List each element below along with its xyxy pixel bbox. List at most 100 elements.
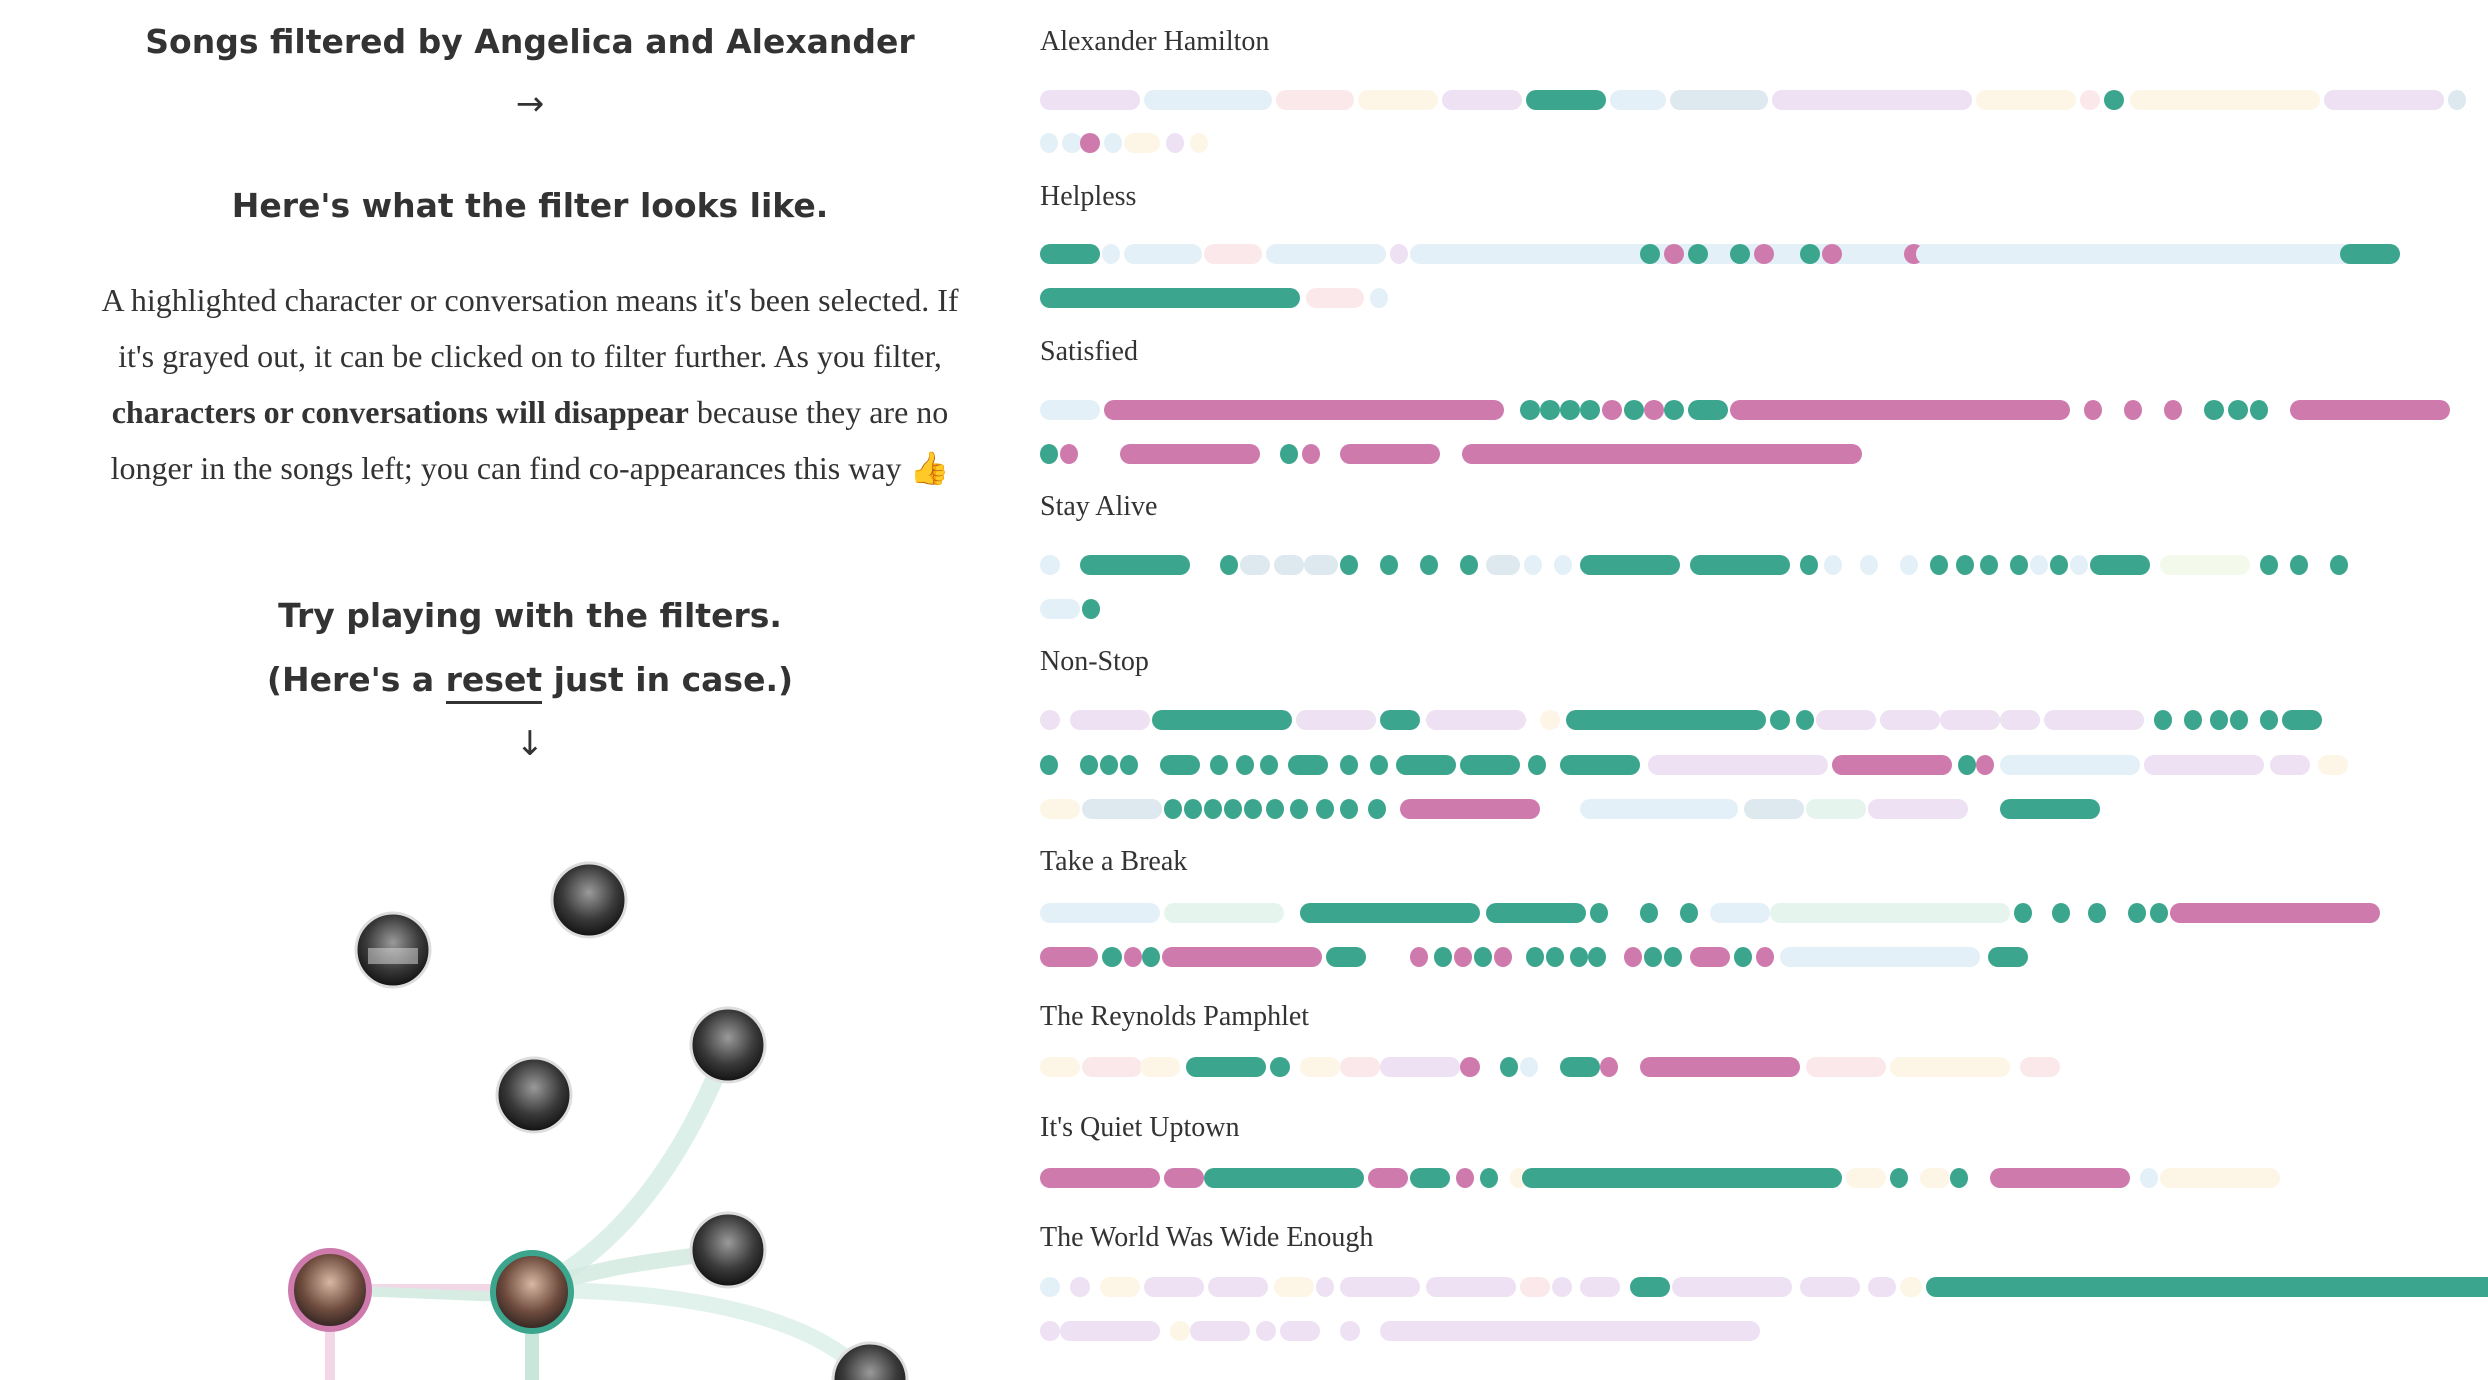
song-line-segment[interactable]	[1588, 947, 1606, 967]
song-line-segment[interactable]	[1290, 799, 1308, 819]
song-line-segment[interactable]	[1950, 1168, 1968, 1188]
song-line-segment[interactable]	[2000, 755, 2140, 775]
song-line-segment[interactable]	[1082, 799, 1162, 819]
song-line-segment[interactable]	[1580, 400, 1600, 420]
song-line-segment[interactable]	[1340, 555, 1358, 575]
song-line-segment[interactable]	[1670, 90, 1768, 110]
song-line-segment[interactable]	[1210, 755, 1228, 775]
song-title-quiet-uptown[interactable]: It's Quiet Uptown	[1040, 1112, 1240, 1143]
song-line-segment[interactable]	[2164, 400, 2182, 420]
song-line-segment[interactable]	[1426, 710, 1526, 730]
song-line-segment[interactable]	[1184, 799, 1202, 819]
song-line-segment[interactable]	[1162, 947, 1322, 967]
song-line-segment[interactable]	[1266, 244, 1386, 264]
song-line-segment[interactable]	[1380, 1057, 1460, 1077]
song-line-segment[interactable]	[1868, 1277, 1896, 1297]
song-line-segment[interactable]	[1380, 1321, 1760, 1341]
song-line-segment[interactable]	[2000, 799, 2100, 819]
song-line-segment[interactable]	[1630, 1277, 1670, 1297]
song-line-segment[interactable]	[1832, 755, 1952, 775]
song-line-segment[interactable]	[2020, 1057, 2060, 1077]
song-line-segment[interactable]	[1688, 400, 1728, 420]
song-line-segment[interactable]	[1796, 710, 1814, 730]
song-line-segment[interactable]	[1186, 1057, 1266, 1077]
song-line-segment[interactable]	[1224, 799, 1242, 819]
song-line-segment[interactable]	[2270, 755, 2310, 775]
song-line-segment[interactable]	[2340, 244, 2400, 264]
song-line-segment[interactable]	[1296, 710, 1376, 730]
song-line-segment[interactable]	[1274, 1277, 1314, 1297]
song-line-segment[interactable]	[1070, 1277, 1090, 1297]
song-line-segment[interactable]	[1220, 555, 1238, 575]
song-line-segment[interactable]	[1926, 1277, 2488, 1297]
song-line-segment[interactable]	[1040, 710, 1060, 730]
song-line-segment[interactable]	[1680, 903, 1698, 923]
song-line-segment[interactable]	[1456, 1168, 1474, 1188]
song-line-segment[interactable]	[1664, 947, 1682, 967]
song-line-segment[interactable]	[1164, 903, 1284, 923]
song-line-segment[interactable]	[2282, 710, 2322, 730]
song-line-segment[interactable]	[2080, 90, 2100, 110]
song-line-segment[interactable]	[1390, 244, 1408, 264]
song-line-segment[interactable]	[1806, 1057, 1886, 1077]
song-line-segment[interactable]	[1164, 799, 1182, 819]
song-line-segment[interactable]	[1846, 1168, 1886, 1188]
song-line-segment[interactable]	[1120, 444, 1260, 464]
song-line-segment[interactable]	[1644, 400, 1664, 420]
song-line-segment[interactable]	[2290, 555, 2308, 575]
song-line-segment[interactable]	[1824, 555, 1842, 575]
song-line-segment[interactable]	[1958, 755, 1976, 775]
song-line-segment[interactable]	[1300, 903, 1480, 923]
song-line-segment[interactable]	[1526, 947, 1544, 967]
song-line-segment[interactable]	[1426, 1277, 1516, 1297]
song-line-segment[interactable]	[1560, 755, 1640, 775]
song-line-segment[interactable]	[1850, 244, 1900, 264]
song-line-segment[interactable]	[1524, 555, 1542, 575]
song-line-segment[interactable]	[1302, 444, 1320, 464]
song-line-segment[interactable]	[1266, 799, 1284, 819]
song-line-segment[interactable]	[1340, 799, 1358, 819]
song-line-segment[interactable]	[1916, 244, 2356, 264]
song-line-segment[interactable]	[2050, 555, 2068, 575]
song-line-segment[interactable]	[1540, 400, 1560, 420]
song-line-segment[interactable]	[1442, 90, 1522, 110]
song-line-segment[interactable]	[1326, 947, 1366, 967]
song-title-reynolds-pamphlet[interactable]: The Reynolds Pamphlet	[1040, 1001, 1310, 1032]
song-line-segment[interactable]	[2210, 710, 2228, 730]
song-line-segment[interactable]	[1800, 555, 1818, 575]
song-line-segment[interactable]	[1358, 90, 1438, 110]
song-line-segment[interactable]	[1990, 1168, 2130, 1188]
avatar-character[interactable]	[689, 1006, 767, 1084]
song-line-segment[interactable]	[1868, 799, 1968, 819]
song-line-segment[interactable]	[1580, 1277, 1620, 1297]
song-line-segment[interactable]	[1672, 1277, 1792, 1297]
song-line-segment[interactable]	[1610, 90, 1666, 110]
song-line-segment[interactable]	[1060, 1321, 1160, 1341]
song-line-segment[interactable]	[1976, 755, 1994, 775]
song-line-segment[interactable]	[1040, 444, 1058, 464]
song-line-segment[interactable]	[1664, 244, 1684, 264]
song-line-segment[interactable]	[1570, 947, 1588, 967]
song-line-segment[interactable]	[1560, 1057, 1600, 1077]
song-line-segment[interactable]	[2324, 90, 2444, 110]
song-line-segment[interactable]	[2124, 400, 2142, 420]
song-line-segment[interactable]	[1040, 288, 1300, 308]
song-line-segment[interactable]	[1104, 400, 1504, 420]
song-line-segment[interactable]	[1190, 1321, 1250, 1341]
song-line-segment[interactable]	[2250, 400, 2268, 420]
song-line-segment[interactable]	[1080, 555, 1190, 575]
song-line-segment[interactable]	[1526, 90, 1606, 110]
song-line-segment[interactable]	[1734, 947, 1752, 967]
song-title-alexander-hamilton[interactable]: Alexander Hamilton	[1040, 26, 1270, 57]
song-line-segment[interactable]	[1554, 555, 1572, 575]
song-line-segment[interactable]	[1276, 90, 1354, 110]
song-line-segment[interactable]	[1040, 1057, 1080, 1077]
song-line-segment[interactable]	[1040, 555, 1060, 575]
song-line-segment[interactable]	[2154, 710, 2172, 730]
song-line-segment[interactable]	[1890, 1057, 2010, 1077]
song-line-segment[interactable]	[1822, 244, 1842, 264]
song-line-segment[interactable]	[1082, 599, 1100, 619]
song-line-segment[interactable]	[1780, 947, 1980, 967]
song-line-segment[interactable]	[2084, 400, 2102, 420]
song-line-segment[interactable]	[1754, 244, 1774, 264]
